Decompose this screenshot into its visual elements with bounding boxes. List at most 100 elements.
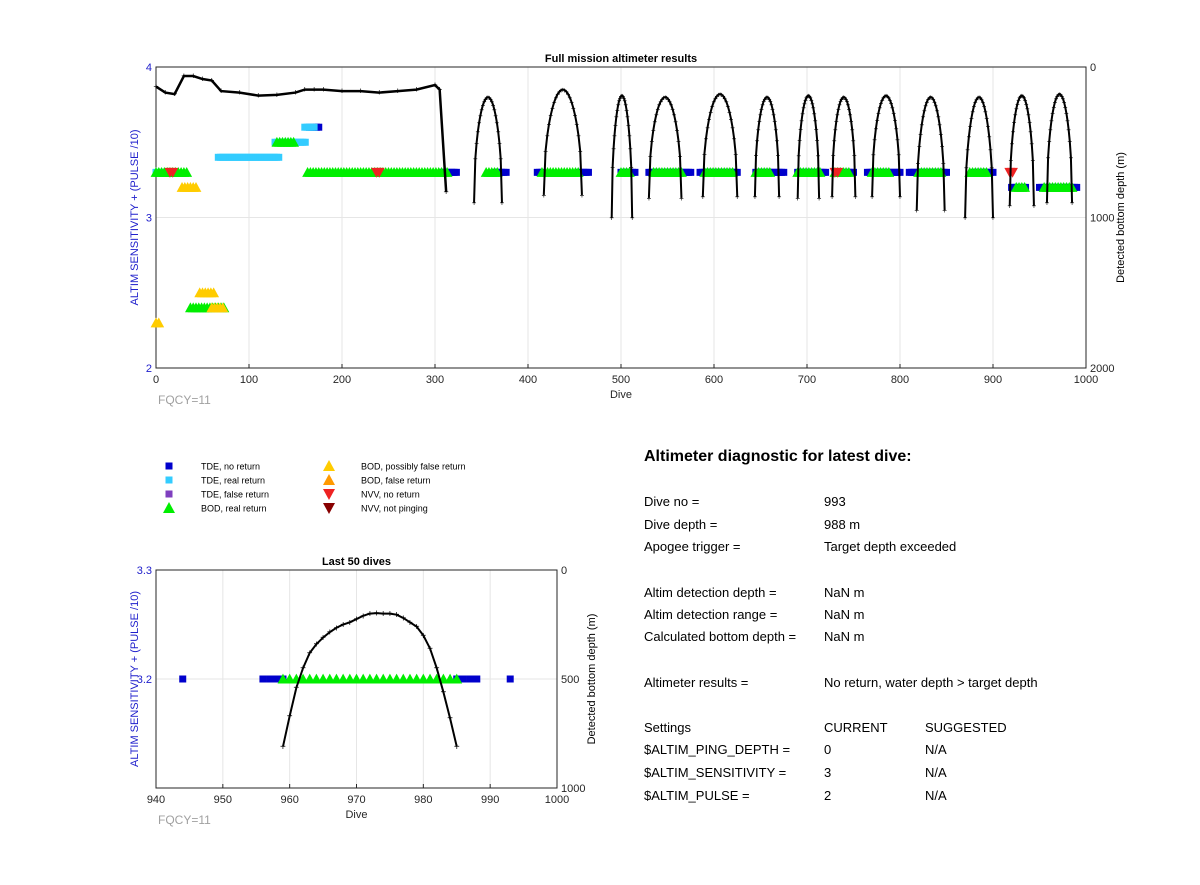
full-mission-depth-point: + [1018, 92, 1023, 101]
full-mission-depth-point: + [711, 98, 716, 107]
full-mission-point-nvv-no-return [373, 167, 385, 178]
full-mission-dive-profile [964, 96, 994, 218]
last-50-point-tde-no-return [459, 675, 467, 683]
full-mission-depth-point: + [395, 86, 400, 96]
full-mission-depth-point: + [871, 150, 876, 159]
full-mission-depth-point: + [917, 142, 922, 151]
full-mission-xtick-label: 300 [426, 374, 444, 386]
full-mission-depth-point: + [767, 95, 772, 104]
full-mission-depth-point: + [163, 88, 168, 98]
full-mission-point-bod-real-return [491, 166, 503, 177]
last-50-point-tde-no-return [506, 675, 514, 683]
legend-label-nvv-no-return: NVV, no return [361, 490, 420, 500]
full-mission-depth-point: + [1048, 125, 1053, 134]
full-mission-dive-profile [796, 94, 821, 198]
full-mission-depth-point: + [893, 116, 898, 125]
full-mission-depth-point: + [172, 89, 177, 99]
full-mission-depth-point: + [495, 119, 500, 128]
full-mission-depth-point: + [489, 97, 494, 106]
setting-current-altim-ping-depth: 0 [824, 742, 832, 757]
legend-marker-bod-false-return [323, 474, 335, 485]
full-mission-point-tde-no-return [989, 168, 997, 176]
full-mission-point-bod-possibly-false-return [208, 287, 220, 298]
full-mission-xtick-label: 100 [240, 374, 258, 386]
full-mission-depth-point: + [722, 94, 727, 103]
setting-current-altim-sensitivity: 3 [824, 765, 832, 780]
last-50-depth-point: + [434, 664, 440, 675]
full-mission-depth-point: + [629, 163, 634, 172]
full-mission-depth-point: + [844, 95, 849, 104]
full-mission-xtick-label: 500 [612, 374, 630, 386]
full-mission-depth-point: + [988, 145, 993, 154]
full-mission-depth-point: + [564, 88, 569, 97]
last-50-depth-point: + [287, 712, 293, 723]
full-mission-depth-point: + [569, 98, 574, 107]
full-mission-depth-point: + [209, 76, 214, 86]
diag-label-apogee-trigger: Apogee trigger = [644, 539, 741, 554]
full-mission-depth-point: + [800, 109, 805, 118]
full-mission-depth-point: + [1024, 100, 1029, 109]
full-mission-depth-point: + [880, 96, 885, 105]
full-mission-depth-point: + [616, 101, 621, 110]
full-mission-depth-point: + [981, 98, 986, 107]
last-50-xlabel: Dive [345, 809, 367, 821]
full-mission-depth-point: + [477, 119, 482, 128]
last-50-xtick-label: 940 [147, 794, 165, 806]
full-mission-depth-point: + [765, 93, 770, 102]
full-mission-depth-point: + [986, 122, 991, 131]
full-mission-depth-point: + [1053, 98, 1058, 107]
full-mission-depth-point: + [627, 131, 632, 140]
full-mission-depth-point: + [474, 139, 479, 148]
full-mission-depth-point: + [707, 115, 712, 124]
full-mission-depth-point: + [757, 117, 762, 126]
legend-marker-tde-no-return [165, 462, 173, 470]
full-mission-depth-point: + [1059, 92, 1064, 101]
full-mission-depth-point: + [612, 131, 617, 140]
last-50-point-tde-no-return [272, 675, 280, 683]
full-mission-depth-point: + [1011, 127, 1016, 136]
full-mission-depth-point: + [1021, 92, 1026, 101]
last-50-depth-point: + [300, 664, 306, 675]
full-mission-depth-point: + [923, 102, 928, 111]
full-mission-depth-point: + [795, 194, 800, 203]
full-mission-depth-point: + [484, 94, 489, 103]
full-mission-depth-point: + [1066, 125, 1071, 134]
full-mission-depth-point: + [798, 125, 803, 134]
settings-header-current: CURRENT [824, 720, 888, 735]
last-50-depth-point: + [360, 611, 366, 622]
full-mission-depth-point: + [830, 192, 835, 201]
last-50-xtick-label: 990 [481, 794, 499, 806]
last-50-xtick-label: 950 [214, 794, 232, 806]
full-mission-depth-point: + [626, 121, 631, 130]
last-50-xtick-label: 960 [280, 794, 298, 806]
full-mission-y2label: Detected bottom depth (m) [1115, 152, 1127, 283]
setting-label-altim-ping-depth: $ALTIM_PING_DEPTH = [644, 742, 791, 757]
full-mission-depth-point: + [339, 86, 344, 96]
last-50-xtick-label: 970 [347, 794, 365, 806]
full-mission-depth-point: + [571, 104, 576, 113]
last-50-depth-point: + [293, 683, 299, 694]
full-mission-point-bod-real-return [981, 166, 992, 177]
last-50-xtick-label: 980 [414, 794, 432, 806]
full-mission-depth-point: + [670, 105, 675, 114]
full-mission-depth-point: + [1014, 105, 1019, 114]
full-mission-depth-point: + [576, 131, 581, 140]
full-mission-depth-point: + [926, 95, 931, 104]
full-mission-depth-point: + [648, 152, 653, 161]
full-mission-depth-point: + [848, 110, 853, 119]
full-mission-depth-point: + [1058, 91, 1063, 100]
full-mission-depth-point: + [613, 121, 618, 130]
full-mission-depth-point: + [809, 96, 814, 105]
full-mission-depth-point: + [1045, 198, 1050, 207]
full-mission-point-bod-real-return [814, 166, 826, 177]
last-50-y2tick-label: 0 [561, 565, 567, 577]
full-mission-depth-point: + [1056, 91, 1061, 100]
full-mission-depth-point: + [817, 194, 822, 203]
full-mission-point-tde-real-return [301, 138, 309, 146]
last-50-ytick-label: 3.3 [137, 565, 152, 577]
full-mission-depth-point: + [811, 104, 816, 113]
full-mission-depth-point: + [885, 92, 890, 101]
full-mission-depth-point: + [732, 135, 737, 144]
full-mission-depth-point: + [735, 192, 740, 201]
full-mission-depth-point: + [496, 128, 501, 137]
